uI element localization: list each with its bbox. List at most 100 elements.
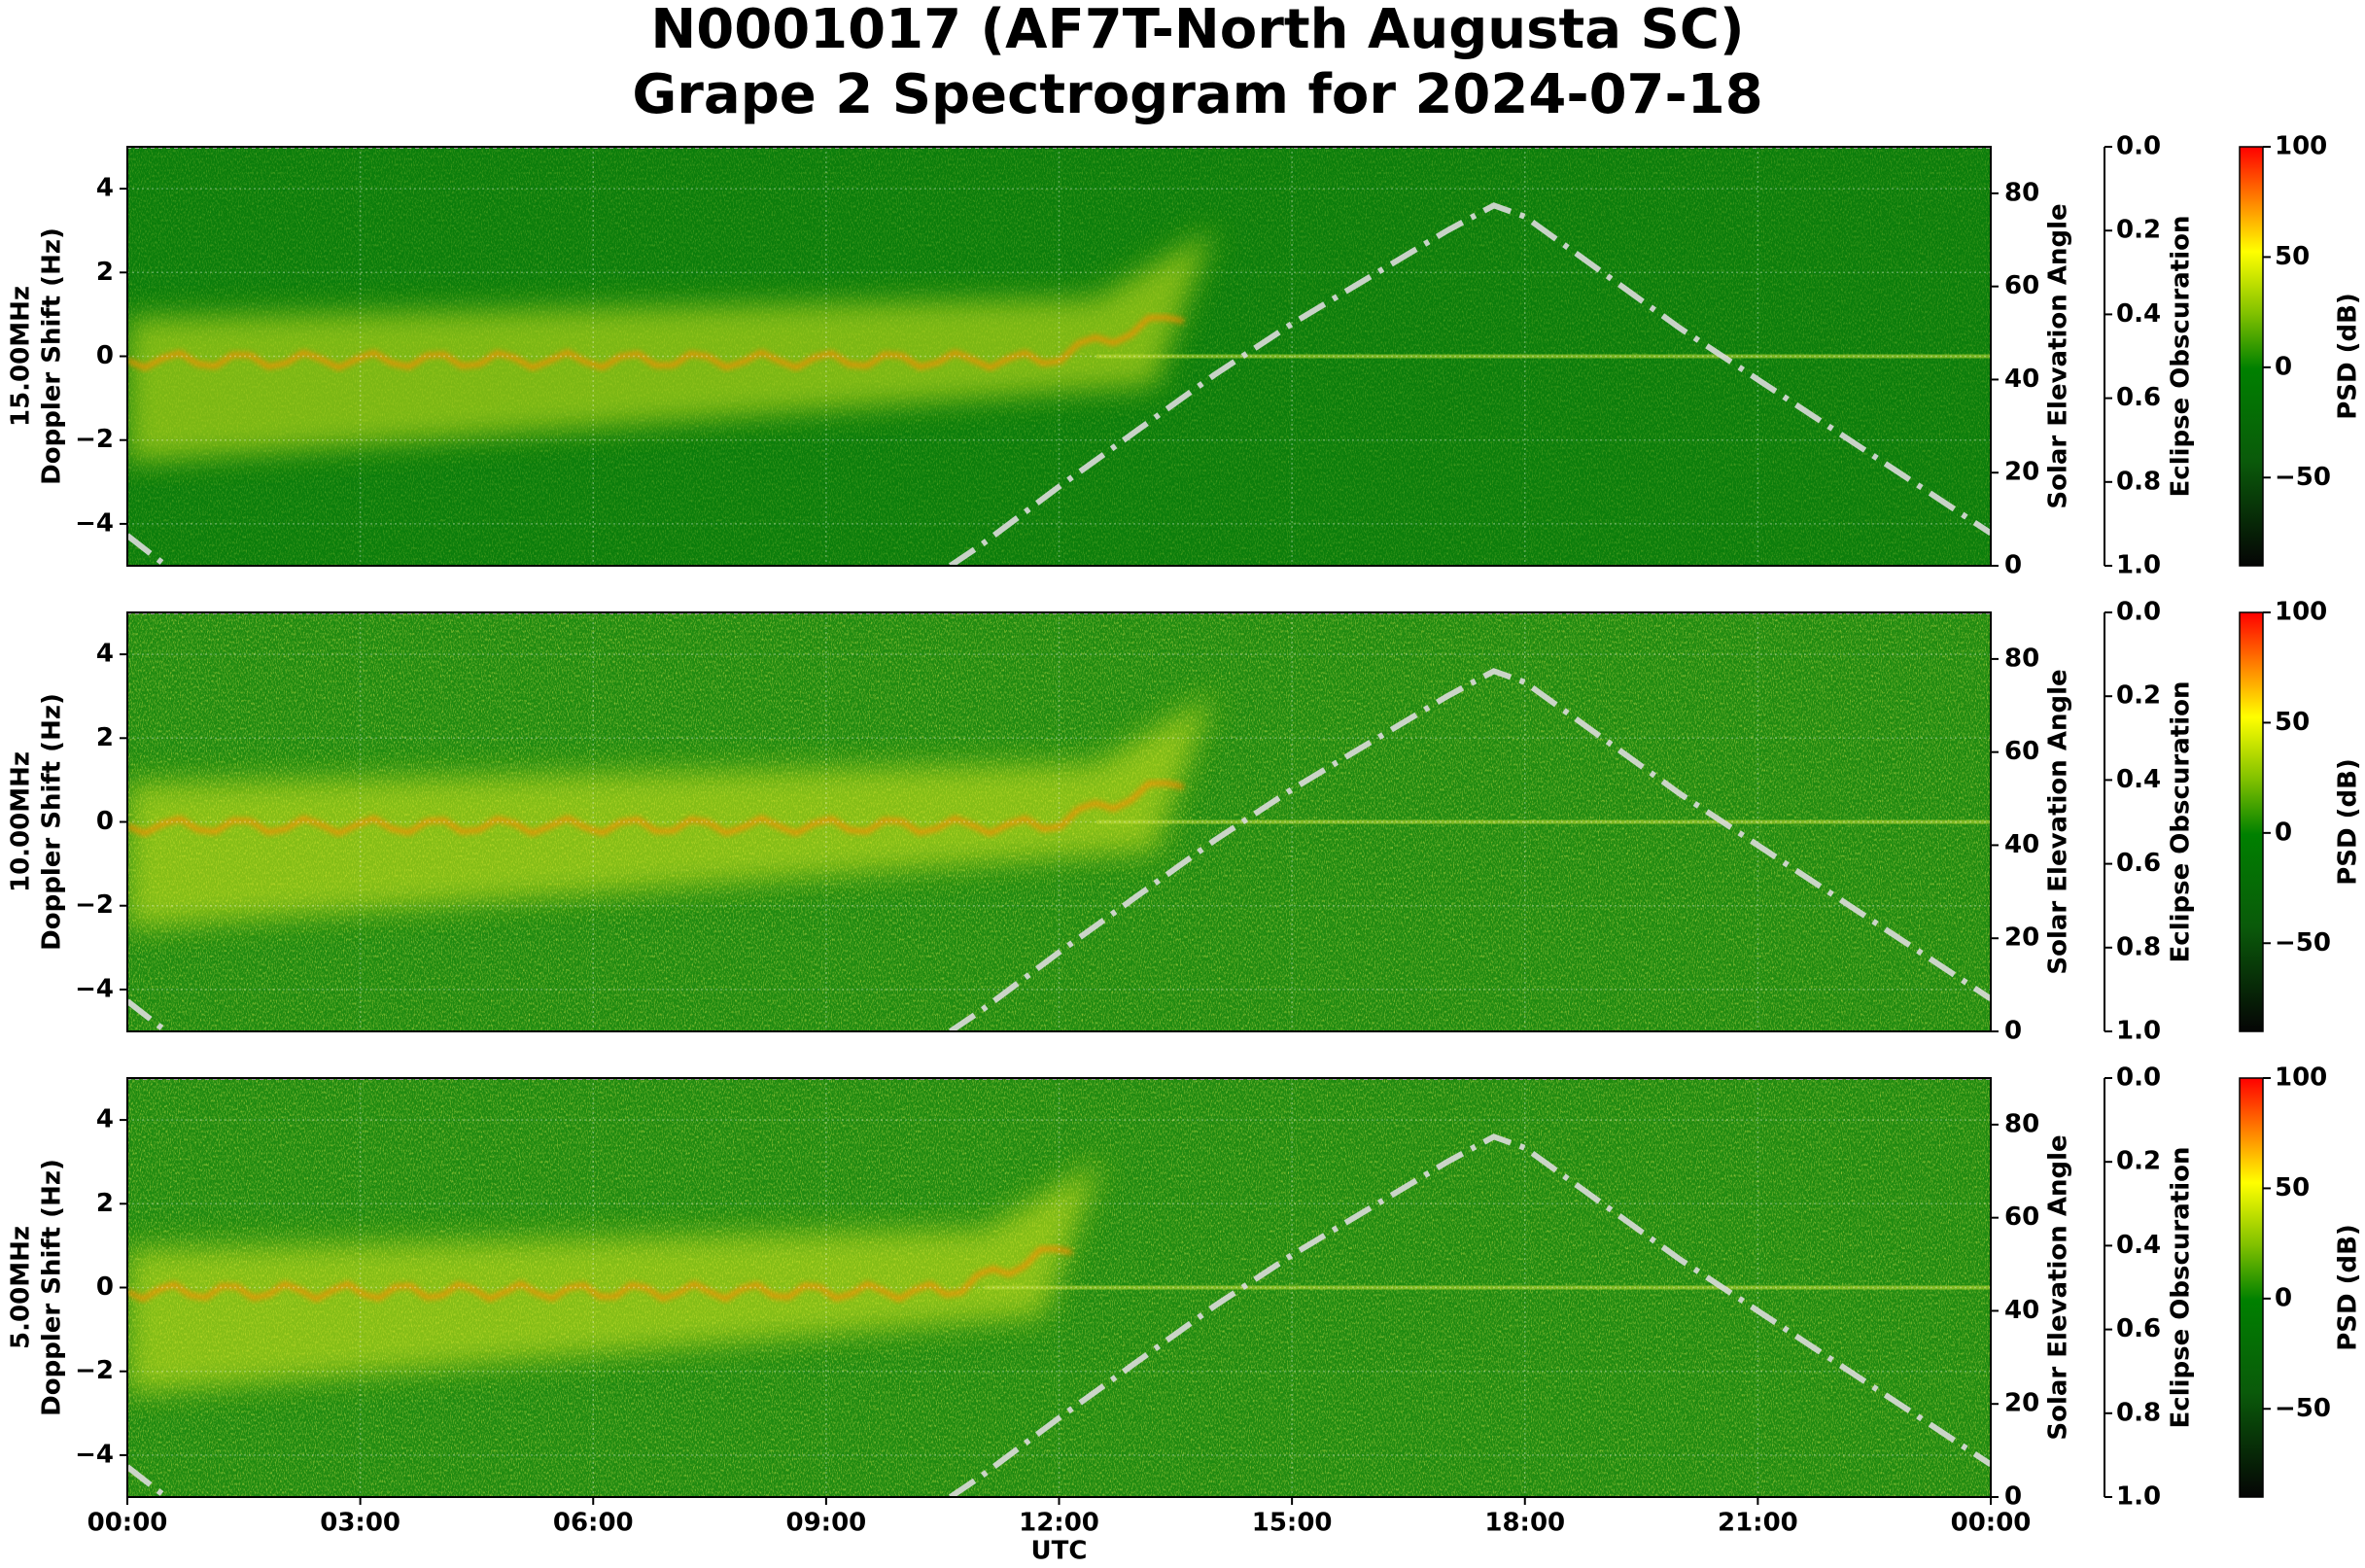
colorbar-tick-label: 100	[2275, 132, 2327, 161]
colorbar	[2239, 611, 2264, 1032]
solar-elevation-line	[948, 1133, 1991, 1497]
y3-tick-label: 0.6	[2116, 849, 2161, 878]
y3-tick-label: 0.8	[2116, 932, 2161, 961]
y3-tick-label: 0.8	[2116, 467, 2161, 496]
y3-tick-label: 0.6	[2116, 383, 2161, 412]
x-tick-label: 03:00	[320, 1509, 400, 1538]
plot-area	[127, 612, 1991, 1031]
y-tick-label: −4	[75, 508, 114, 538]
y-tick-label: 2	[96, 258, 114, 287]
y2-tick-label: 80	[2004, 644, 2039, 673]
solar-elevation-line	[127, 1464, 168, 1497]
y-tick-label: 0	[96, 807, 114, 836]
x-tick-label: 18:00	[1484, 1509, 1565, 1538]
y-axis-label: 5.00MHz	[7, 1226, 36, 1349]
x-tick-label: 12:00	[1019, 1509, 1099, 1538]
colorbar-tick-label: −50	[2275, 1394, 2331, 1423]
solar-elevation-line	[948, 668, 1991, 1031]
y2-tick-label: 80	[2004, 1109, 2039, 1138]
y2-tick-label: 0	[2004, 551, 2022, 580]
y3-tick-label: 1.0	[2116, 551, 2161, 580]
spectrogram-glow	[127, 695, 1213, 929]
colorbar-tick-label: 0	[2275, 352, 2292, 381]
y3-tick-label: 0.0	[2116, 132, 2161, 161]
y-axis-label: 15.00MHz	[7, 286, 36, 427]
colorbar-tick-label: 0	[2275, 818, 2292, 847]
y-tick-label: −2	[75, 1356, 114, 1385]
spectrogram-glow	[127, 1161, 1101, 1395]
y3-tick-label: 0.2	[2116, 1147, 2161, 1176]
y-axis-label: Doppler Shift (Hz)	[38, 693, 67, 951]
y2-tick-label: 60	[2004, 271, 2039, 300]
spectrogram-trace	[127, 781, 1185, 837]
y2-tick-label: 0	[2004, 1482, 2022, 1512]
spectrogram-trace	[127, 1246, 1073, 1303]
y2-tick-label: 80	[2004, 178, 2039, 207]
plot-area	[127, 1078, 1991, 1497]
y3-tick-label: 1.0	[2116, 1017, 2161, 1046]
plot-area	[127, 147, 1991, 566]
y2-tick-label: 20	[2004, 923, 2039, 953]
x-tick-label: 00:00	[1951, 1509, 2032, 1538]
colorbar-tick-label: −50	[2275, 928, 2331, 958]
y3-tick-label: 0.4	[2116, 1231, 2161, 1260]
y2-tick-label: 40	[2004, 1296, 2039, 1325]
x-tick-label: 09:00	[785, 1509, 866, 1538]
y2-tick-label: 60	[2004, 737, 2039, 766]
y2-axis-label: Solar Elevation Angle	[2044, 669, 2073, 974]
y-tick-label: 0	[96, 341, 114, 370]
colorbar-tick-label: 50	[2275, 1173, 2310, 1202]
y3-axis-label: Eclipse Obscuration	[2167, 1147, 2196, 1429]
colorbar	[2239, 1077, 2264, 1498]
y3-tick-label: 0.0	[2116, 598, 2161, 627]
y3-tick-label: 0.0	[2116, 1063, 2161, 1093]
y3-tick-label: 0.4	[2116, 765, 2161, 794]
colorbar-tick-label: 100	[2275, 1063, 2327, 1093]
solar-elevation-line	[127, 533, 168, 566]
y3-tick-label: 0.6	[2116, 1314, 2161, 1343]
y-axis-label: Doppler Shift (Hz)	[38, 1159, 67, 1416]
y-axis-label: Doppler Shift (Hz)	[38, 227, 67, 485]
y2-tick-label: 20	[2004, 458, 2039, 487]
y-axis-label: 10.00MHz	[7, 751, 36, 892]
x-axis-label: UTC	[1031, 1537, 1088, 1566]
y-tick-label: 4	[96, 640, 114, 669]
y3-tick-label: 0.4	[2116, 299, 2161, 329]
solar-elevation-line	[948, 202, 1991, 566]
solar-elevation-line	[127, 998, 168, 1031]
colorbar-label: PSD (dB)	[2334, 293, 2363, 420]
y2-axis-label: Solar Elevation Angle	[2044, 203, 2073, 508]
y2-tick-label: 0	[2004, 1017, 2022, 1046]
x-tick-label: 21:00	[1718, 1509, 1798, 1538]
x-tick-label: 00:00	[87, 1509, 168, 1538]
chart-title: N0001017 (AF7T-North Augusta SC)	[650, 0, 1744, 61]
y-tick-label: 4	[96, 174, 114, 203]
y2-axis-label: Solar Elevation Angle	[2044, 1134, 2073, 1440]
chart-title: Grape 2 Spectrogram for 2024-07-18	[632, 63, 1762, 126]
y3-tick-label: 0.8	[2116, 1398, 2161, 1427]
x-tick-label: 15:00	[1252, 1509, 1333, 1538]
y-tick-label: −4	[75, 1440, 114, 1469]
y-tick-label: 2	[96, 723, 114, 752]
spectrogram-glow	[127, 229, 1213, 464]
y-tick-label: −4	[75, 974, 114, 1003]
colorbar-tick-label: 50	[2275, 708, 2310, 737]
y2-tick-label: 20	[2004, 1389, 2039, 1418]
y-tick-label: 2	[96, 1189, 114, 1218]
y-tick-label: −2	[75, 890, 114, 920]
y3-tick-label: 0.2	[2116, 216, 2161, 245]
y-tick-label: −2	[75, 425, 114, 454]
colorbar-label: PSD (dB)	[2334, 1224, 2363, 1351]
colorbar-tick-label: 50	[2275, 242, 2310, 271]
y-tick-label: 0	[96, 1272, 114, 1302]
colorbar-tick-label: −50	[2275, 463, 2331, 492]
y2-tick-label: 40	[2004, 830, 2039, 859]
colorbar	[2239, 146, 2264, 567]
x-tick-label: 06:00	[553, 1509, 634, 1538]
spectrogram-trace	[127, 315, 1185, 371]
y2-tick-label: 60	[2004, 1202, 2039, 1232]
y-tick-label: 4	[96, 1105, 114, 1134]
y3-tick-label: 1.0	[2116, 1482, 2161, 1512]
y2-tick-label: 40	[2004, 365, 2039, 394]
